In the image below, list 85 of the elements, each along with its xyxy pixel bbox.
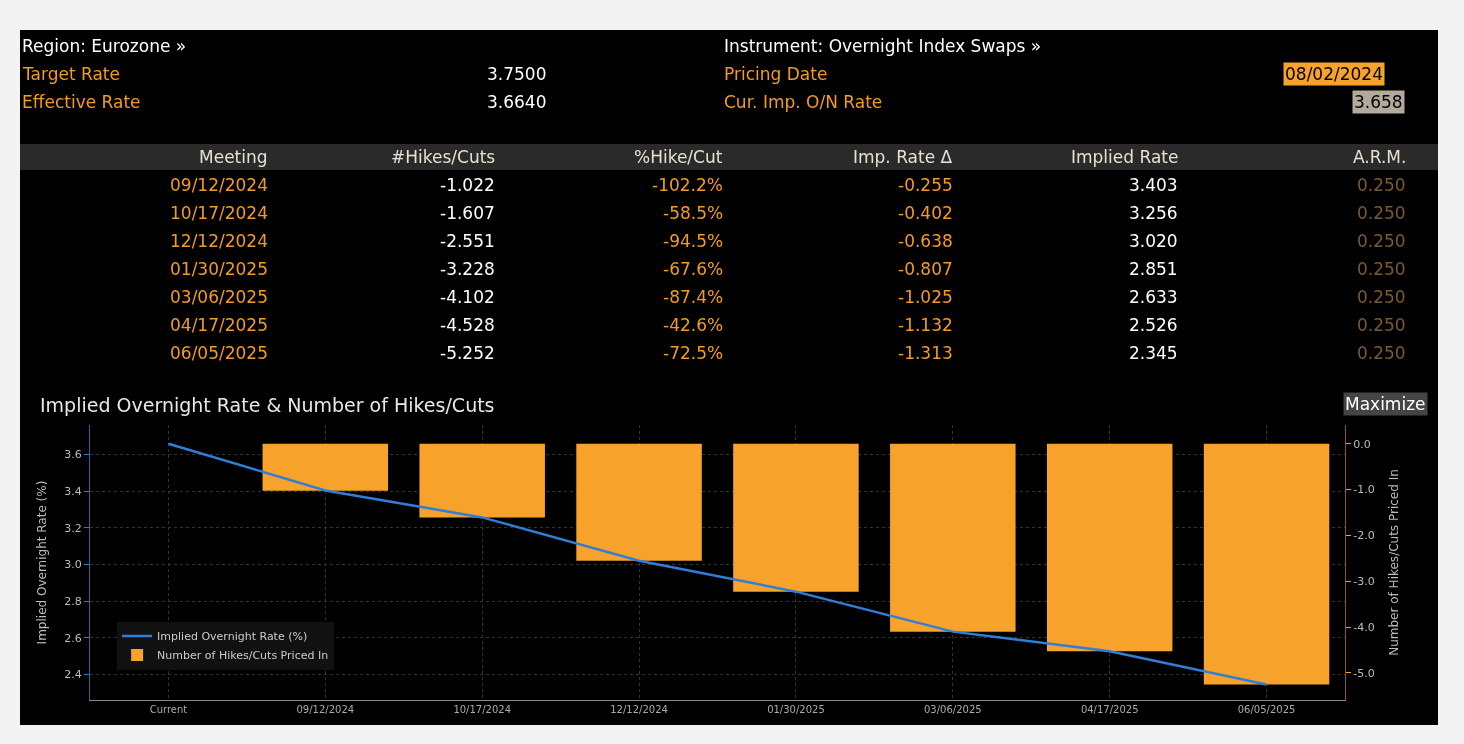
text: -5.252 [440,343,495,363]
x-tick-label: 09/12/2024 [296,704,355,715]
text: 03/06/2025 [170,287,268,307]
y2-tick-label: -2.0 [1353,529,1375,543]
text: 3.658 [1354,92,1403,112]
chart-title: Implied Overnight Rate & Number of Hikes/Cuts [40,394,495,416]
legend-label: Number of Hikes/Cuts Priced In [157,649,329,663]
y-tick-label: 2.4 [64,668,82,682]
y-tick-label: 2.6 [64,631,82,645]
text: 04/17/2025 [170,315,268,335]
text: 3.256 [1129,203,1178,223]
text: 06/05/2025 [170,343,268,363]
text: -42.6% [663,315,724,335]
text: -0.807 [898,259,953,279]
text: -67.6% [663,259,724,279]
text: 2.526 [1129,315,1178,335]
x-tick-label: 04/17/2025 [1080,704,1139,715]
text: 3.7500 [487,64,547,84]
x-tick-label: 01/30/2025 [767,704,825,715]
y2-axis-title: Number of Hikes/Cuts Priced In [1386,469,1401,656]
text: 0.250 [1357,175,1406,195]
text: 0.250 [1357,259,1406,279]
text: Target Rate [22,64,120,84]
text: 01/30/2025 [170,259,268,279]
text: -4.102 [440,287,495,307]
x-tick-label: 03/06/2025 [923,704,982,715]
y-tick-label: 3.2 [64,521,82,535]
text: 2.851 [1129,259,1178,279]
text: -2.551 [440,231,495,251]
text: 3.020 [1129,231,1178,251]
x-tick-label: 12/12/2024 [610,704,668,715]
legend-label: Implied Overnight Rate (%) [157,630,308,644]
text: Cur. Imp. O/N Rate [724,92,883,112]
text: 2.633 [1129,287,1178,307]
y2-tick-label: -3.0 [1353,575,1375,589]
y-tick-label: 2.8 [64,594,82,608]
text: Meeting [199,147,268,167]
text: -94.5% [663,231,724,251]
text: -58.5% [663,203,724,223]
text: -87.4% [663,287,724,307]
text: 12/12/2024 [170,231,268,251]
text: 08/02/2024 [1285,64,1383,84]
text: -72.5% [663,343,724,363]
text: Effective Rate [22,92,141,112]
x-tick-label: Current [149,704,188,715]
y-axis-title: Implied Overnight Rate (%) [34,480,49,645]
x-tick-label: 10/17/2024 [453,704,512,715]
text: Instrument: Overnight Index Swaps » [724,36,1042,56]
text: 0.250 [1357,203,1406,223]
y-tick-label: 3.6 [64,448,82,462]
text: Region: Eurozone » [22,36,187,56]
text: 0.250 [1357,231,1406,251]
text: Imp. Rate Δ [853,147,953,167]
text: -0.638 [898,231,953,251]
text: Implied Rate [1071,147,1179,167]
y-tick-label: 3.0 [64,558,82,572]
text: %Hike/Cut [634,147,723,167]
text: -102.2% [652,175,723,195]
text: 09/12/2024 [170,175,268,195]
text: -1.607 [440,203,495,223]
y2-tick-label: -5.0 [1353,666,1375,680]
text: -0.255 [898,175,953,195]
text: 3.6640 [487,92,547,112]
text: 0.250 [1357,315,1406,335]
text: A.R.M. [1353,147,1407,167]
text: -4.528 [440,315,495,335]
text: -0.402 [898,203,953,223]
text: 3.403 [1129,175,1178,195]
text: #Hikes/Cuts [391,147,496,167]
text: Maximize [1345,394,1426,414]
y2-tick-label: 0.0 [1353,437,1371,451]
text: -1.025 [898,287,953,307]
y-tick-label: 3.4 [64,484,82,498]
text: 0.250 [1357,343,1406,363]
text: 10/17/2024 [170,203,268,223]
y2-tick-label: -4.0 [1353,620,1375,634]
text: -1.022 [440,175,495,195]
y2-tick-label: -1.0 [1353,483,1375,497]
text: 2.345 [1129,343,1178,363]
text: -1.132 [898,315,953,335]
text: -1.313 [898,343,953,363]
x-tick-label: 06/05/2025 [1237,704,1296,715]
text: 0.250 [1357,287,1406,307]
text: -3.228 [440,259,495,279]
text: Pricing Date [724,64,828,84]
